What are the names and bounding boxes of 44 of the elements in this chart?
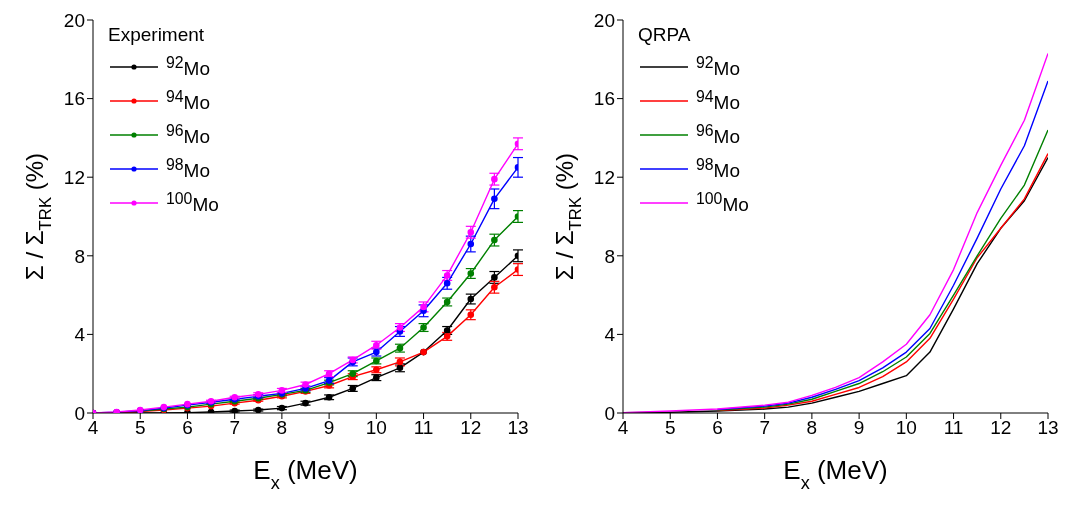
legend-label: $^{94}$Mo: [696, 87, 741, 115]
y-tick-label: 12: [593, 166, 615, 188]
y-tick-label: 20: [593, 9, 615, 31]
x-tick-label: 9: [323, 417, 335, 439]
x-axis-title: E$_{x}$ (MeV): [783, 455, 888, 493]
x-tick-label: 7: [229, 417, 240, 439]
x-tick-label: 12: [460, 417, 482, 439]
y-tick-label: 12: [63, 166, 85, 188]
x-tick-label: 13: [1037, 417, 1059, 439]
x-tick-label: 8: [276, 417, 288, 439]
x-tick-label: 9: [853, 417, 865, 439]
legend-label: $^{92}$Mo: [696, 53, 741, 81]
legend-label: $^{94}$Mo: [166, 87, 211, 115]
x-tick-label: 7: [759, 417, 770, 439]
y-tick-label: 0: [74, 402, 85, 424]
x-tick-label: 13: [507, 417, 529, 439]
x-tick-label: 8: [806, 417, 818, 439]
y-tick-label: 0: [604, 402, 615, 424]
x-tick-label: 10: [365, 417, 387, 439]
y-tick-label: 8: [604, 245, 615, 267]
y-tick-label: 4: [604, 324, 616, 346]
y-tick-label: 8: [74, 245, 85, 267]
x-tick-label: 10: [895, 417, 917, 439]
x-axis-title: E$_{x}$ (MeV): [253, 455, 358, 493]
legend-label: $^{98}$Mo: [166, 155, 211, 183]
x-tick-label: 5: [134, 417, 146, 439]
legend-label: $^{100}$Mo: [696, 189, 749, 217]
legend-title: Experiment: [108, 24, 206, 46]
x-tick-label: 11: [943, 417, 964, 439]
y-tick-label: 20: [63, 9, 85, 31]
y-tick-label: 16: [593, 88, 615, 110]
x-tick-label: 11: [413, 417, 434, 439]
x-tick-label: 6: [182, 417, 193, 439]
x-tick-label: 5: [664, 417, 676, 439]
y-tick-label: 4: [74, 324, 86, 346]
x-tick-label: 6: [712, 417, 723, 439]
y-tick-label: 16: [63, 88, 85, 110]
x-tick-label: 12: [990, 417, 1012, 439]
legend-label: $^{96}$Mo: [696, 121, 741, 149]
legend-label: $^{100}$Mo: [166, 189, 219, 217]
legend-label: $^{96}$Mo: [166, 121, 211, 149]
legend-label: $^{98}$Mo: [696, 155, 741, 183]
legend-label: $^{92}$Mo: [166, 53, 211, 81]
legend-title: QRPA: [638, 24, 692, 46]
